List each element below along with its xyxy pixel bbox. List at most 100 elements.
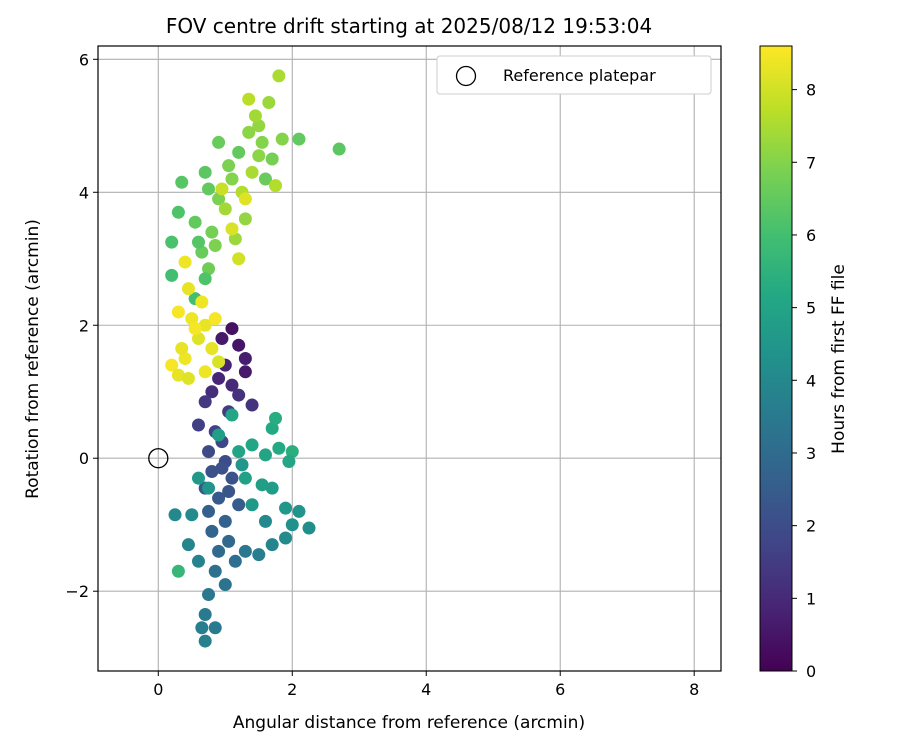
colorbar-label: Hours from first FF file — [829, 264, 849, 454]
x-tick-label: 8 — [689, 680, 699, 699]
legend-label: Reference platepar — [503, 66, 656, 85]
data-point — [245, 498, 259, 512]
y-axis-ticks: −2 0 2 4 6 — [65, 50, 98, 601]
y-axis-label: Rotation from reference (arcmin) — [23, 219, 43, 499]
data-point — [255, 478, 269, 492]
data-point — [238, 212, 252, 226]
data-point — [252, 119, 266, 133]
data-point — [238, 544, 252, 558]
data-point — [205, 342, 219, 356]
data-point — [198, 165, 212, 179]
colorbar-ticks: 0 1 2 3 4 5 6 7 8 — [792, 81, 816, 681]
data-point — [165, 235, 179, 249]
data-point — [205, 524, 219, 538]
data-point — [175, 175, 189, 189]
data-point — [202, 445, 216, 459]
data-point — [171, 305, 185, 319]
data-point — [171, 564, 185, 578]
data-point — [198, 607, 212, 621]
data-point — [215, 332, 229, 346]
data-point — [238, 352, 252, 365]
data-point — [279, 531, 293, 545]
data-point — [258, 448, 272, 462]
colorbar-tick-label: 5 — [806, 299, 816, 318]
colorbar-tick-label: 0 — [806, 662, 816, 681]
legend-box — [436, 55, 712, 95]
data-point — [205, 465, 219, 479]
data-point — [191, 418, 205, 432]
colorbar-tick-label: 1 — [806, 589, 816, 608]
data-point — [191, 554, 205, 568]
data-point — [212, 491, 226, 505]
data-point — [258, 172, 272, 186]
data-point — [275, 132, 289, 146]
data-point — [212, 371, 226, 385]
plot-area: 0 2 4 6 8 −2 0 2 4 6 — [65, 45, 722, 699]
data-point — [165, 268, 179, 282]
data-point — [222, 534, 236, 548]
data-point — [198, 395, 212, 409]
legend: Reference platepar — [436, 55, 712, 95]
data-point — [262, 96, 276, 110]
data-point — [198, 272, 212, 286]
data-point — [302, 521, 316, 535]
data-point — [225, 322, 239, 336]
y-tick-label: 6 — [79, 50, 89, 69]
data-point — [225, 222, 239, 236]
data-point — [258, 514, 272, 528]
data-point — [165, 358, 179, 372]
data-point — [218, 578, 232, 592]
colorbar: 0 1 2 3 4 5 6 7 8 Hours from first FF file — [759, 45, 849, 681]
data-point — [225, 172, 239, 186]
data-point — [178, 352, 192, 365]
data-point — [188, 215, 202, 229]
data-point — [202, 262, 216, 276]
data-point — [245, 398, 259, 412]
data-point — [168, 508, 182, 522]
data-point — [218, 202, 232, 216]
data-point — [222, 484, 236, 498]
reference-platepar-marker — [148, 448, 169, 469]
data-point — [279, 501, 293, 515]
data-point — [198, 318, 212, 332]
data-point — [242, 92, 256, 106]
data-point — [282, 455, 296, 469]
data-point — [232, 252, 246, 266]
data-point — [232, 388, 246, 402]
data-point — [212, 135, 226, 149]
data-point — [225, 378, 239, 392]
data-point — [228, 232, 242, 246]
x-tick-label: 4 — [421, 680, 431, 699]
data-point — [198, 365, 212, 379]
data-point — [185, 508, 199, 522]
chart-title: FOV centre drift starting at 2025/08/12 … — [166, 14, 652, 38]
colorbar-tick-label: 3 — [806, 444, 816, 463]
legend-marker — [455, 65, 477, 87]
data-point — [208, 312, 222, 326]
data-point — [225, 471, 239, 485]
data-point — [265, 152, 279, 166]
data-point — [195, 621, 209, 635]
data-point — [208, 564, 222, 578]
data-point — [212, 355, 226, 369]
colorbar-tick-label: 4 — [806, 371, 816, 390]
data-point — [265, 538, 279, 552]
data-point — [208, 621, 222, 635]
data-point — [269, 179, 283, 193]
data-point — [202, 481, 216, 495]
data-point — [198, 634, 212, 648]
points-layer — [165, 69, 346, 648]
data-point — [195, 245, 209, 259]
x-axis-ticks: 0 2 4 6 8 — [153, 671, 699, 699]
x-tick-label: 2 — [287, 680, 297, 699]
data-point — [232, 445, 246, 459]
data-point — [185, 312, 199, 326]
data-point — [252, 548, 266, 562]
data-point — [292, 132, 306, 146]
data-point — [272, 69, 286, 83]
data-point — [245, 165, 259, 179]
data-point — [181, 538, 195, 552]
data-point — [265, 481, 279, 495]
data-point — [285, 518, 299, 532]
data-point — [188, 322, 202, 336]
